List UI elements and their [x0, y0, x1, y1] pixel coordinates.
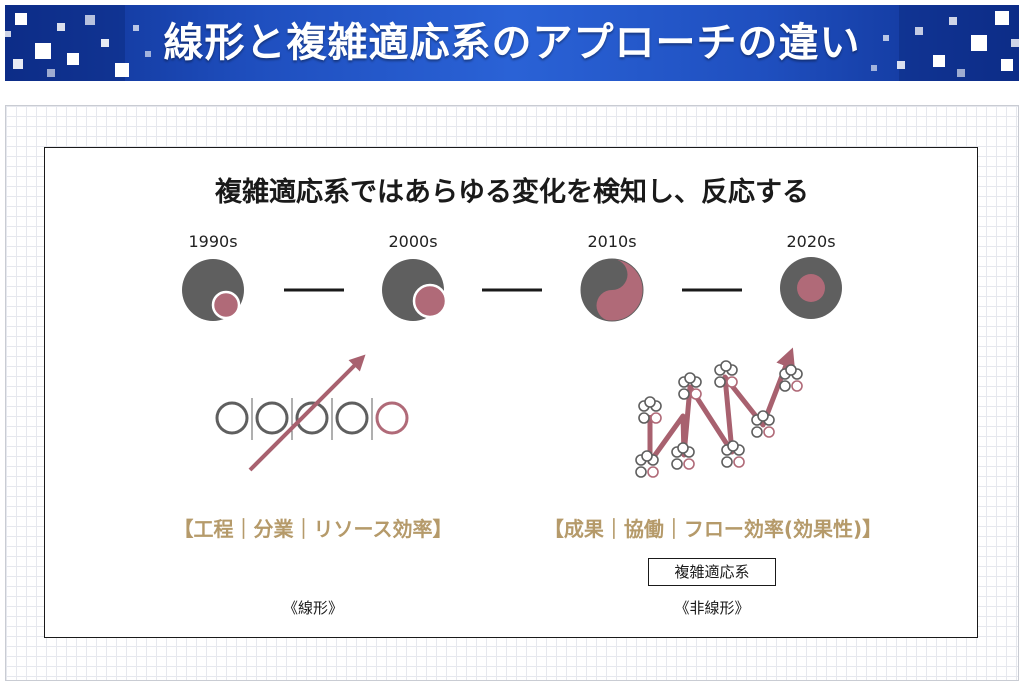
linear-growth-arrow [248, 354, 366, 472]
era-circle-2010s [580, 258, 644, 322]
page-title: 線形と複雑適応系のアプローチの違い [163, 20, 861, 66]
era-label-2020s: 2020s [786, 232, 836, 251]
nonlinear-process-illustration [635, 347, 803, 478]
linear-process-illustration [215, 354, 409, 472]
diagram-title: 複雑適応系ではあらゆる変化を検知し、反応する [215, 177, 809, 208]
era-label-1990s: 1990s [188, 232, 238, 251]
header-banner: 線形と複雑適応系のアプローチの違い [5, 5, 1019, 81]
era-circle-1990s [182, 259, 244, 321]
team-cluster [779, 364, 803, 392]
team-cluster [671, 442, 695, 470]
team-cluster [635, 450, 659, 478]
era-label-2000s: 2000s [388, 232, 438, 251]
linear-caption: 【工程｜分業｜リソース効率】 [173, 517, 453, 541]
era-circle-2020s [780, 257, 842, 319]
team-cluster [721, 440, 745, 468]
complex-adaptive-system-box: 複雑適応系 [648, 558, 776, 586]
nonlinear-label: 《非線形》 [674, 599, 750, 617]
diagram-card [44, 147, 978, 638]
team-cluster [751, 410, 775, 438]
team-cluster [678, 372, 702, 400]
team-clusters [635, 360, 803, 478]
nonlinear-caption: 【成果｜協働｜フロー効率(効果性)】 [543, 517, 883, 541]
era-label-2010s: 2010s [587, 232, 637, 251]
linear-label: 《線形》 [282, 599, 343, 617]
team-cluster [714, 360, 738, 388]
era-circle-2000s [382, 259, 448, 321]
pixel-decoration [5, 5, 1019, 81]
team-cluster [638, 396, 662, 424]
